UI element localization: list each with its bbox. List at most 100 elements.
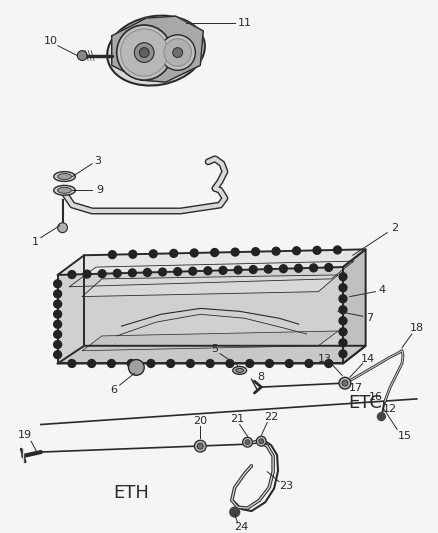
Text: 23: 23 <box>279 481 293 491</box>
Circle shape <box>128 360 144 375</box>
Circle shape <box>285 360 293 367</box>
Circle shape <box>54 310 62 318</box>
Circle shape <box>54 320 62 328</box>
Circle shape <box>129 251 137 258</box>
Circle shape <box>339 295 347 303</box>
Circle shape <box>54 300 62 308</box>
Circle shape <box>279 265 287 273</box>
Text: 19: 19 <box>18 430 32 440</box>
Circle shape <box>108 251 116 259</box>
Circle shape <box>339 328 347 336</box>
Circle shape <box>310 264 318 272</box>
Circle shape <box>226 360 234 367</box>
Circle shape <box>272 247 280 255</box>
Polygon shape <box>112 16 203 82</box>
Circle shape <box>170 249 178 257</box>
Circle shape <box>194 440 206 452</box>
Circle shape <box>246 360 254 367</box>
Text: 17: 17 <box>349 383 363 393</box>
Text: 7: 7 <box>366 313 373 323</box>
Circle shape <box>234 266 242 274</box>
Circle shape <box>187 360 194 367</box>
Text: 24: 24 <box>234 522 249 532</box>
Circle shape <box>256 437 266 446</box>
Circle shape <box>167 360 175 367</box>
Circle shape <box>58 223 67 232</box>
Circle shape <box>149 250 157 258</box>
Text: 10: 10 <box>44 36 58 46</box>
Circle shape <box>120 29 168 76</box>
Text: 4: 4 <box>379 285 386 295</box>
Circle shape <box>160 35 195 70</box>
Circle shape <box>339 317 347 325</box>
Circle shape <box>206 360 214 367</box>
Circle shape <box>54 290 62 298</box>
Text: 1: 1 <box>32 238 39 247</box>
Circle shape <box>54 351 62 359</box>
Circle shape <box>174 268 182 276</box>
Text: 16: 16 <box>368 392 382 402</box>
Circle shape <box>339 284 347 292</box>
Circle shape <box>211 248 219 256</box>
Circle shape <box>231 248 239 256</box>
Ellipse shape <box>107 15 205 86</box>
Text: 11: 11 <box>237 18 251 28</box>
Circle shape <box>249 265 257 273</box>
Text: 20: 20 <box>193 416 207 425</box>
Ellipse shape <box>236 368 244 373</box>
Circle shape <box>252 248 260 256</box>
Circle shape <box>147 360 155 367</box>
Polygon shape <box>82 331 338 351</box>
Text: 9: 9 <box>96 185 103 195</box>
Circle shape <box>68 271 76 278</box>
Circle shape <box>339 350 347 358</box>
Polygon shape <box>58 249 366 275</box>
Circle shape <box>265 360 273 367</box>
Polygon shape <box>343 249 366 364</box>
Circle shape <box>98 270 106 278</box>
Text: ETC: ETC <box>349 394 382 412</box>
Circle shape <box>83 270 91 278</box>
Circle shape <box>378 413 385 421</box>
Circle shape <box>54 330 62 338</box>
Circle shape <box>54 341 62 349</box>
Circle shape <box>127 360 135 367</box>
Circle shape <box>139 47 149 58</box>
Text: 3: 3 <box>95 156 102 166</box>
Circle shape <box>339 377 351 389</box>
Circle shape <box>339 273 347 281</box>
Circle shape <box>134 43 154 62</box>
Ellipse shape <box>58 188 71 193</box>
Circle shape <box>113 269 121 277</box>
Circle shape <box>189 267 197 275</box>
Circle shape <box>293 247 300 255</box>
Polygon shape <box>82 275 338 296</box>
Circle shape <box>245 440 250 445</box>
Circle shape <box>339 339 347 347</box>
Text: 2: 2 <box>392 223 399 233</box>
Ellipse shape <box>54 172 75 181</box>
Circle shape <box>173 47 183 58</box>
Text: ETH: ETH <box>113 484 149 503</box>
Circle shape <box>198 443 203 449</box>
Circle shape <box>128 269 136 277</box>
Circle shape <box>325 263 332 271</box>
Circle shape <box>305 360 313 367</box>
Text: 8: 8 <box>258 372 265 382</box>
Circle shape <box>164 39 191 66</box>
Circle shape <box>265 265 272 273</box>
Circle shape <box>230 507 240 517</box>
Polygon shape <box>58 267 343 364</box>
Ellipse shape <box>233 367 247 374</box>
Circle shape <box>333 246 341 254</box>
Circle shape <box>342 380 348 386</box>
Circle shape <box>243 437 252 447</box>
Circle shape <box>339 306 347 314</box>
Circle shape <box>259 439 264 443</box>
Text: 13: 13 <box>318 353 332 364</box>
Circle shape <box>295 264 302 272</box>
Text: 15: 15 <box>398 431 412 441</box>
Text: 5: 5 <box>212 344 219 354</box>
Circle shape <box>313 246 321 254</box>
Text: 14: 14 <box>360 353 374 364</box>
